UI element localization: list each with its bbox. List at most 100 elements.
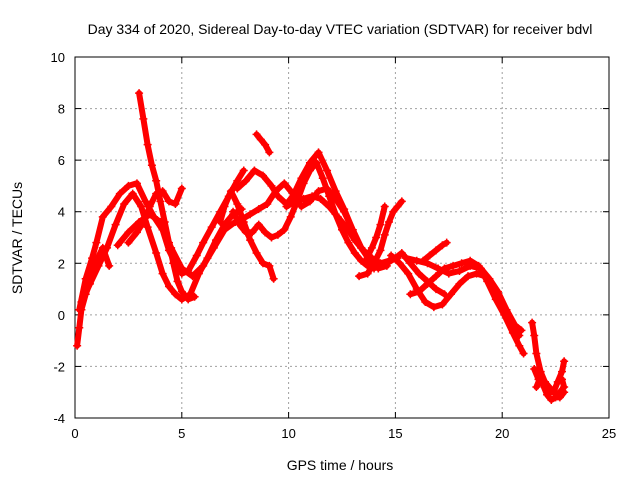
data-point xyxy=(124,228,133,237)
data-point xyxy=(361,256,370,265)
data-point xyxy=(261,228,270,237)
data-point xyxy=(333,212,342,221)
data-point xyxy=(143,223,152,232)
data-point xyxy=(248,228,257,237)
data-point xyxy=(267,181,276,190)
data-point xyxy=(73,341,82,350)
data-point xyxy=(229,207,238,216)
data-point xyxy=(235,220,244,229)
data-point xyxy=(555,393,564,402)
data-point xyxy=(156,218,165,227)
data-point xyxy=(271,187,280,196)
data-point xyxy=(233,199,242,208)
data-point xyxy=(419,256,428,265)
data-point xyxy=(250,166,259,175)
data-point xyxy=(107,202,116,211)
data-point xyxy=(517,326,526,335)
data-point xyxy=(269,274,278,283)
data-point xyxy=(393,202,402,211)
data-point xyxy=(395,259,404,268)
data-point xyxy=(446,290,455,299)
data-point xyxy=(81,274,90,283)
data-point xyxy=(359,246,368,255)
series-arc-14 xyxy=(361,202,389,265)
data-point xyxy=(124,238,133,247)
data-point xyxy=(297,202,306,211)
series-arc-13 xyxy=(355,197,406,281)
data-point xyxy=(132,228,141,237)
data-point xyxy=(265,148,274,157)
grid xyxy=(75,57,609,418)
data-point xyxy=(387,251,396,260)
data-point xyxy=(164,282,173,291)
data-point xyxy=(350,248,359,257)
data-point xyxy=(438,300,447,309)
data-point xyxy=(560,388,569,397)
chart-title: Day 334 of 2020, Sidereal Day-to-day VTE… xyxy=(88,21,593,37)
data-point xyxy=(297,174,306,183)
data-point xyxy=(404,269,413,278)
data-point xyxy=(273,230,282,239)
data-point xyxy=(455,279,464,288)
data-point xyxy=(209,243,218,252)
data-point xyxy=(431,285,440,294)
data-point xyxy=(135,89,144,98)
data-point xyxy=(124,181,133,190)
data-point xyxy=(508,328,517,337)
data-point xyxy=(152,176,161,185)
data-point xyxy=(286,212,295,221)
data-point xyxy=(145,210,154,219)
data-point xyxy=(145,202,154,211)
data-point xyxy=(318,174,327,183)
x-axis-label: GPS time / hours xyxy=(287,457,394,473)
data-point xyxy=(246,210,255,219)
data-point xyxy=(132,179,141,188)
data-point xyxy=(305,158,314,167)
data-point xyxy=(167,243,176,252)
y-tick-label: -4 xyxy=(53,411,65,426)
x-tick-label: 20 xyxy=(495,426,509,441)
data-point xyxy=(188,272,197,281)
data-point xyxy=(474,261,483,270)
data-point xyxy=(135,218,144,227)
data-point xyxy=(280,225,289,234)
data-point xyxy=(534,375,543,384)
data-point xyxy=(94,261,103,270)
data-point xyxy=(120,199,129,208)
data-point xyxy=(139,114,148,123)
data-point xyxy=(363,269,372,278)
x-tick-label: 5 xyxy=(178,426,185,441)
data-point xyxy=(560,357,569,366)
data-point xyxy=(442,238,451,247)
axis-ticks: 0 5 10 15 20 25 -4 -2 0 2 4 6 8 10 xyxy=(51,50,617,441)
data-point xyxy=(92,238,101,247)
data-point xyxy=(254,220,263,229)
data-point xyxy=(103,243,112,252)
data-point xyxy=(263,199,272,208)
data-point xyxy=(241,176,250,185)
data-point xyxy=(141,197,150,206)
data-point xyxy=(192,251,201,260)
data-point xyxy=(543,390,552,399)
data-point xyxy=(280,179,289,188)
data-point xyxy=(220,225,229,234)
data-point xyxy=(370,259,379,268)
series-arc-17 xyxy=(419,238,451,265)
data-point xyxy=(397,197,406,206)
data-point xyxy=(261,140,270,149)
data-point xyxy=(421,297,430,306)
data-point xyxy=(164,197,173,206)
data-point xyxy=(184,295,193,304)
data-point xyxy=(472,269,481,278)
data-point xyxy=(237,215,246,224)
x-tick-label: 15 xyxy=(388,426,402,441)
data-point xyxy=(455,267,464,276)
data-point xyxy=(128,189,137,198)
data-point xyxy=(457,259,466,268)
data-point xyxy=(491,295,500,304)
data-point xyxy=(431,246,440,255)
data-point xyxy=(558,375,567,384)
series-arc-9 xyxy=(252,130,274,157)
data-point xyxy=(449,261,458,270)
